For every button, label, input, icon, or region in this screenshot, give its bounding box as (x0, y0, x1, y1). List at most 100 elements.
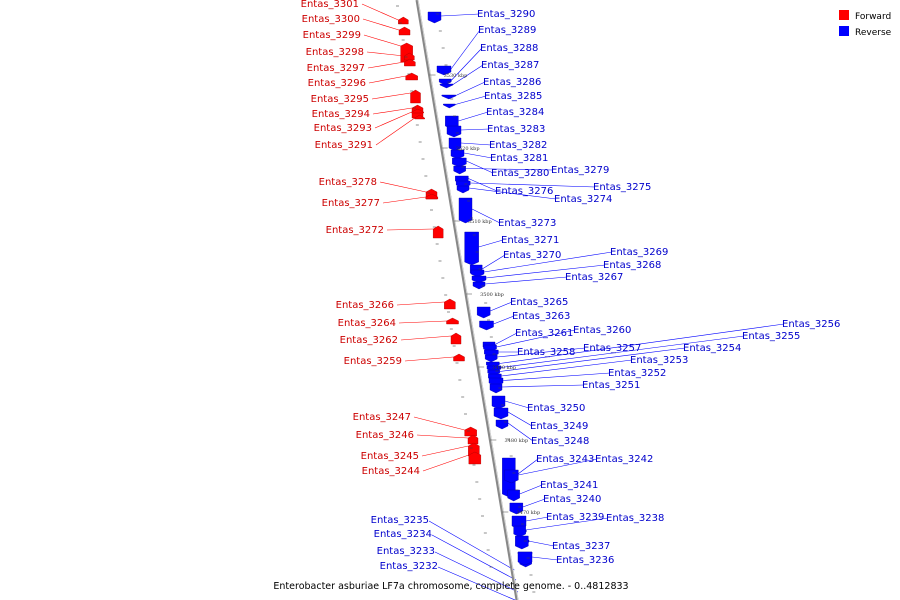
connector-entas-3266 (396, 301, 445, 306)
gene-feature-entas-3247 (464, 426, 477, 437)
gene-feature-entas-3257 (484, 354, 498, 363)
legend-label-reverse: Reverse (855, 28, 892, 38)
gene-feature-entas-3293 (411, 108, 424, 114)
connector-entas-3246 (416, 434, 469, 439)
label-entas-3238: Entas_3238 (606, 513, 664, 524)
chromosome-axis (415, 0, 519, 600)
label-entas-3254: Entas_3254 (683, 343, 741, 354)
label-entas-3277: Entas_3277 (322, 198, 380, 209)
label-entas-3290: Entas_3290 (477, 9, 535, 20)
gene-feature-entas-3246 (467, 434, 479, 445)
connector-entas-3289 (450, 29, 481, 70)
connector-entas-3263 (493, 315, 515, 325)
gene-feature-entas-3286 (441, 94, 457, 100)
gene-feature-entas-3280 (452, 157, 467, 168)
gene-feature-entas-3298 (404, 52, 415, 61)
label-entas-3236: Entas_3236 (556, 555, 614, 566)
connector-entas-3233 (434, 551, 519, 593)
connector-entas-3279 (465, 168, 554, 171)
label-entas-3295: Entas_3295 (311, 94, 369, 105)
label-entas-3289: Entas_3289 (478, 25, 536, 36)
legend-swatch-forward (839, 10, 849, 20)
label-entas-3291: Entas_3291 (315, 140, 373, 151)
label-entas-3283: Entas_3283 (487, 124, 545, 135)
connector-entas-3287 (452, 64, 484, 85)
label-entas-3261: Entas_3261 (515, 328, 573, 339)
gene-feature-entas-3237 (515, 535, 529, 550)
tick-label: 3510 kbp (468, 219, 492, 225)
connector-entas-3300 (362, 18, 400, 31)
label-entas-3253: Entas_3253 (630, 355, 688, 366)
label-entas-3235: Entas_3235 (371, 515, 429, 526)
connector-entas-3247 (413, 416, 465, 431)
gene-feature-entas-3264 (446, 317, 459, 325)
connector-entas-3290 (440, 13, 480, 17)
axis-line (415, 0, 519, 600)
label-entas-3280: Entas_3280 (491, 168, 549, 179)
connector-entas-3267 (484, 276, 568, 285)
label-entas-3298: Entas_3298 (306, 47, 364, 58)
gene-feature-entas-3287 (439, 83, 454, 89)
connector-entas-3294 (372, 107, 413, 115)
label-entas-3278: Entas_3278 (319, 177, 377, 188)
tick-label: 3500 kbp (480, 292, 504, 298)
connector-entas-3235 (428, 520, 515, 571)
label-entas-3244: Entas_3244 (362, 466, 420, 477)
connector-entas-3298 (366, 51, 405, 57)
gene-feature-entas-3238 (513, 525, 526, 538)
label-entas-3299: Entas_3299 (303, 30, 361, 41)
label-entas-3233: Entas_3233 (377, 546, 435, 557)
gene-feature-entas-3268 (471, 275, 487, 284)
gene-feature-entas-3265 (476, 306, 491, 319)
connector-entas-3264 (398, 320, 447, 324)
legend: Forward Reverse (839, 10, 892, 38)
gene-feature-entas-3242 (504, 469, 519, 484)
tick-label: 3530 kbp (444, 73, 468, 79)
gene-feature-entas-3289 (436, 65, 452, 76)
label-entas-3255: Entas_3255 (742, 331, 800, 342)
connector-entas-3249 (507, 411, 533, 427)
connector-entas-3244 (422, 454, 469, 472)
connector-entas-3281 (463, 152, 493, 159)
gene-feature-entas-3273 (458, 197, 473, 224)
label-entas-3252: Entas_3252 (608, 368, 666, 379)
gene-feature-entas-3236 (517, 551, 533, 566)
label-entas-3257: Entas_3257 (583, 343, 641, 354)
connector-entas-3239 (525, 516, 549, 522)
label-entas-3237: Entas_3237 (552, 541, 610, 552)
map-title: Enterobacter asburiae LF7a chromosome, c… (273, 581, 628, 592)
gene-feature-entas-3296 (405, 72, 418, 81)
tick-label: 3470 kbp (516, 510, 540, 516)
label-entas-3249: Entas_3249 (530, 421, 588, 432)
gene-feature-entas-3301 (398, 16, 409, 25)
label-entas-3288: Entas_3288 (480, 43, 538, 54)
label-entas-3275: Entas_3275 (593, 182, 651, 193)
label-entas-3287: Entas_3287 (481, 60, 539, 71)
axis-highlight (417, 0, 519, 600)
label-entas-3281: Entas_3281 (490, 153, 548, 164)
gene-feature-entas-3279 (453, 165, 466, 175)
gene-feature-entas-3283 (446, 125, 462, 138)
gene-feature-entas-3290 (427, 11, 442, 24)
connector-entas-3291 (375, 117, 415, 146)
gene-feature-entas-3288 (438, 78, 452, 86)
connector-entas-3275 (470, 182, 596, 188)
label-entas-3241: Entas_3241 (540, 480, 598, 491)
gene-feature-entas-3240 (509, 502, 524, 515)
gene-features (398, 11, 533, 568)
label-entas-3240: Entas_3240 (543, 494, 601, 505)
gene-feature-entas-3269 (470, 269, 485, 278)
label-entas-3279: Entas_3279 (551, 165, 609, 176)
gene-feature-entas-3300 (398, 26, 411, 36)
connector-entas-3278 (379, 181, 427, 193)
gene-feature-entas-3285 (443, 103, 456, 109)
label-entas-3239: Entas_3239 (546, 512, 604, 523)
connector-entas-3238 (525, 517, 609, 531)
gene-feature-entas-3267 (472, 281, 486, 290)
gene-feature-entas-3295 (410, 89, 421, 104)
connector-entas-3254 (499, 347, 686, 372)
connector-entas-3242 (518, 458, 598, 476)
connector-entas-3270 (482, 254, 506, 270)
label-entas-3267: Entas_3267 (565, 272, 623, 283)
